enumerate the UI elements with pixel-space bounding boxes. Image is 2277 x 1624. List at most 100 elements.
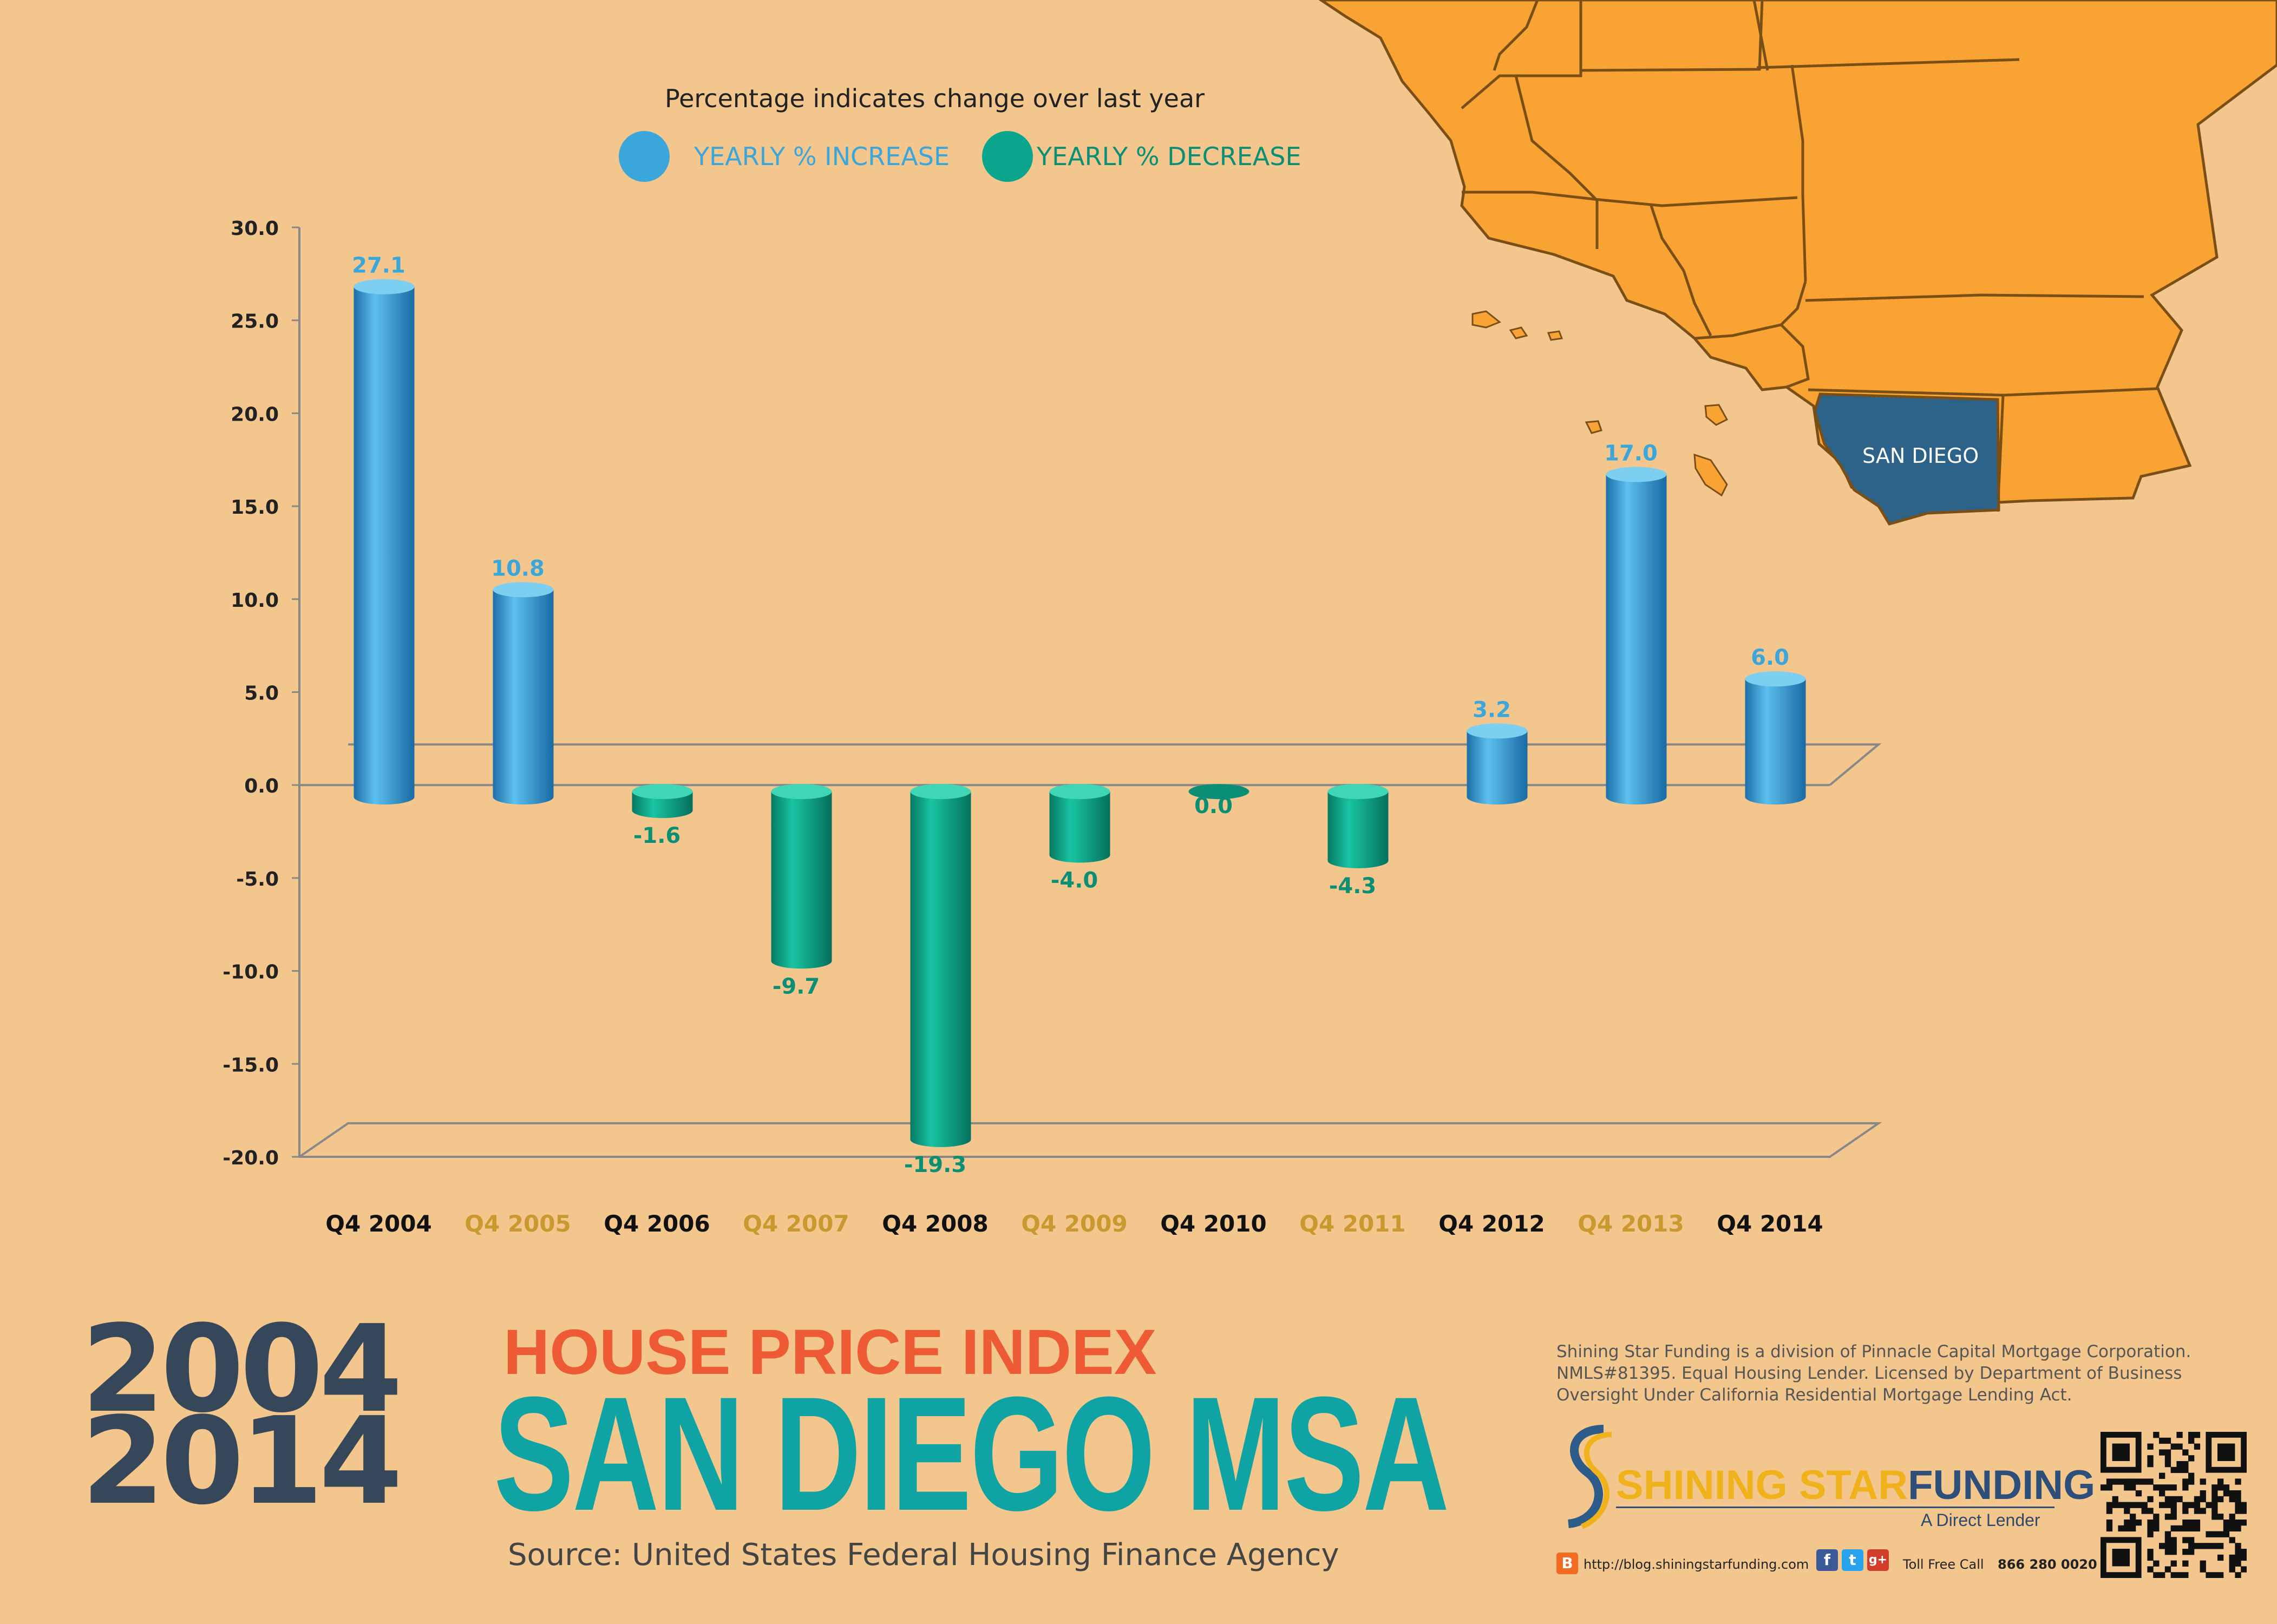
bar-top (1188, 784, 1249, 800)
bar-body (1049, 791, 1110, 855)
bar-6 (1049, 784, 1110, 863)
increase-legend-label: YEARLY % INCREASE (694, 142, 950, 171)
bar-bottom (1745, 789, 1806, 805)
google-plus-icon[interactable]: g+ (1867, 1549, 1889, 1571)
source-note: Source: United States Federal Housing Fi… (508, 1537, 1339, 1573)
brand-tagline: A Direct Lender (1921, 1510, 2040, 1530)
bar-bottom (354, 789, 415, 805)
bar-body (1745, 679, 1806, 797)
disclaimer-line: NMLS#81395. Equal Housing Lender. Licens… (1556, 1364, 2182, 1383)
bar-body (1327, 791, 1389, 861)
bar-5 (910, 784, 971, 1147)
blog-link[interactable]: http://blog.shiningstarfunding.com (1584, 1557, 1809, 1572)
value-label: -1.6 (633, 823, 681, 848)
value-label: 0.0 (1194, 794, 1233, 818)
facebook-icon[interactable]: f (1816, 1549, 1838, 1571)
bar-bottom (1327, 853, 1389, 868)
bar-bottom (1606, 789, 1667, 805)
y-tick-label: -20.0 (223, 1147, 279, 1169)
legal-disclaimer: Shining Star Funding is a division of Pi… (1556, 1341, 2191, 1406)
bar-top (1327, 784, 1389, 800)
bar-body (910, 791, 971, 1140)
x-tick-label: Q4 2007 (743, 1210, 849, 1237)
y-tick-label: -15.0 (223, 1054, 279, 1076)
y-tick-label: 10.0 (231, 590, 279, 612)
bar-top (1467, 723, 1528, 739)
value-label: -19.3 (904, 1152, 966, 1177)
zero-plane-edge (348, 743, 1882, 786)
bar-body (1606, 474, 1667, 797)
y-tick-label: 5.0 (244, 683, 279, 705)
x-tick-label: Q4 2011 (1299, 1210, 1405, 1237)
bar-top (493, 582, 554, 598)
brand-word-funding: FUNDING (1908, 1462, 2096, 1508)
bar-top (354, 279, 415, 294)
bar-10 (1606, 467, 1667, 805)
bar-top (771, 784, 832, 800)
x-tick-label: Q4 2006 (604, 1210, 710, 1237)
x-tick-label: Q4 2008 (882, 1210, 988, 1237)
southern-california-counties (1318, 0, 2277, 522)
y-tick-label: 0.0 (244, 775, 279, 797)
bar-top (910, 784, 971, 800)
phone-number: 866 280 0020 (1998, 1557, 2097, 1572)
value-label: -9.7 (773, 974, 820, 999)
increase-legend-swatch (619, 131, 670, 182)
value-label: -4.3 (1329, 874, 1376, 899)
value-label: 6.0 (1751, 645, 1789, 670)
bar-3 (632, 784, 693, 818)
end-year: 2014 (81, 1392, 403, 1531)
x-tick-label: Q4 2005 (464, 1210, 571, 1237)
x-tick-label: Q4 2012 (1438, 1210, 1545, 1237)
twitter-icon[interactable]: t (1842, 1549, 1863, 1571)
y-tick-label: 20.0 (231, 403, 279, 425)
bar-1 (354, 279, 415, 805)
disclaimer-line: Shining Star Funding is a division of Pi… (1556, 1342, 2191, 1361)
bar-bottom (771, 953, 832, 969)
bar-chart: 30.0 25.0 20.0 15.0 10.0 5.0 0.0 -5.0 -10.0 -15.0… (223, 218, 1882, 1237)
y-tick-label: 25.0 (231, 311, 279, 333)
bar-bottom (632, 803, 693, 818)
value-label: 17.0 (1604, 441, 1658, 466)
bar-7 (1188, 784, 1249, 800)
chart-axes (292, 226, 1882, 1158)
value-label: 3.2 (1473, 697, 1511, 722)
shining-star-logo-icon (1567, 1425, 1612, 1529)
y-tick-label: 30.0 (231, 218, 279, 240)
bar-body (493, 590, 554, 797)
san-diego-county (1813, 392, 2000, 526)
bar-top (1049, 784, 1110, 800)
toll-free-label: Toll Free Call (1903, 1557, 1984, 1572)
bar-bottom (1467, 789, 1528, 805)
bar-bottom (493, 789, 554, 805)
start-year: 2004 (81, 1300, 403, 1439)
chart-subtitle: Percentage indicates change over last ye… (665, 84, 1205, 113)
y-tick-label: 15.0 (231, 496, 279, 519)
bar-top (632, 784, 693, 800)
bar-body (771, 791, 832, 961)
bar-bottom (1049, 847, 1110, 863)
bar-bottom (910, 1131, 971, 1147)
bar-top (1745, 671, 1806, 687)
region-title: SAN DIEGO MSA (494, 1363, 1449, 1544)
bar-body (354, 286, 415, 797)
qr-code-icon[interactable] (2101, 1432, 2247, 1578)
san-diego-map-label: SAN DIEGO (1862, 444, 1979, 468)
blogger-icon[interactable]: B (1556, 1553, 1578, 1574)
bar-8 (1327, 784, 1389, 868)
x-tick-label: Q4 2010 (1160, 1210, 1266, 1237)
bar-4 (771, 784, 832, 969)
x-tick-label: Q4 2014 (1717, 1210, 1823, 1237)
y-tick-label: -10.0 (223, 961, 279, 984)
decrease-legend-label: YEARLY % DECREASE (1037, 142, 1301, 171)
floor-plane (298, 1122, 1882, 1158)
bar-9 (1467, 723, 1528, 805)
brand-underline (1616, 1507, 2054, 1508)
brand-word-star: STAR (1798, 1462, 1908, 1508)
decrease-legend-swatch (982, 131, 1033, 182)
x-tick-label: Q4 2004 (325, 1210, 431, 1237)
value-label: -4.0 (1051, 868, 1098, 893)
value-label: 10.8 (491, 556, 545, 581)
brand-word-shining: SHINING (1616, 1462, 1788, 1508)
